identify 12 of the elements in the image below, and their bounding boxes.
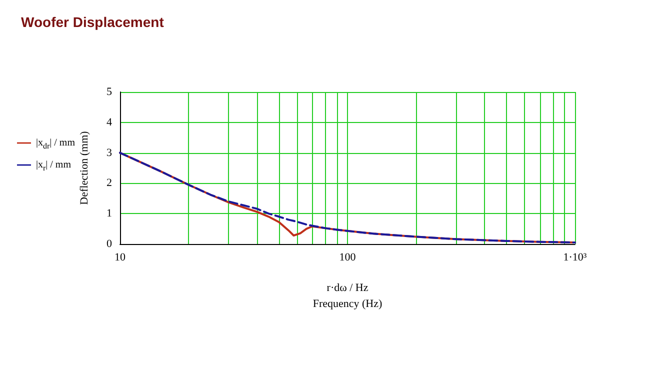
y-tick-label: 0: [106, 238, 112, 250]
chart-title: Woofer Displacement: [21, 14, 164, 30]
x-tick-label: 100: [339, 252, 356, 264]
x-tick-label: 10: [114, 252, 126, 264]
y-tick-label: 1: [106, 208, 112, 220]
y-tick-label: 4: [106, 116, 112, 128]
x-tick-label: 1·10³: [563, 252, 588, 264]
y-tick-label: 3: [106, 146, 112, 159]
y-tick-label: 2: [106, 177, 112, 190]
x-axis-title: r·dω / Hz Frequency (Hz): [312, 282, 382, 310]
y-axis-title: Deflection (mm): [78, 130, 90, 205]
y-tick-label: 5: [106, 86, 112, 98]
